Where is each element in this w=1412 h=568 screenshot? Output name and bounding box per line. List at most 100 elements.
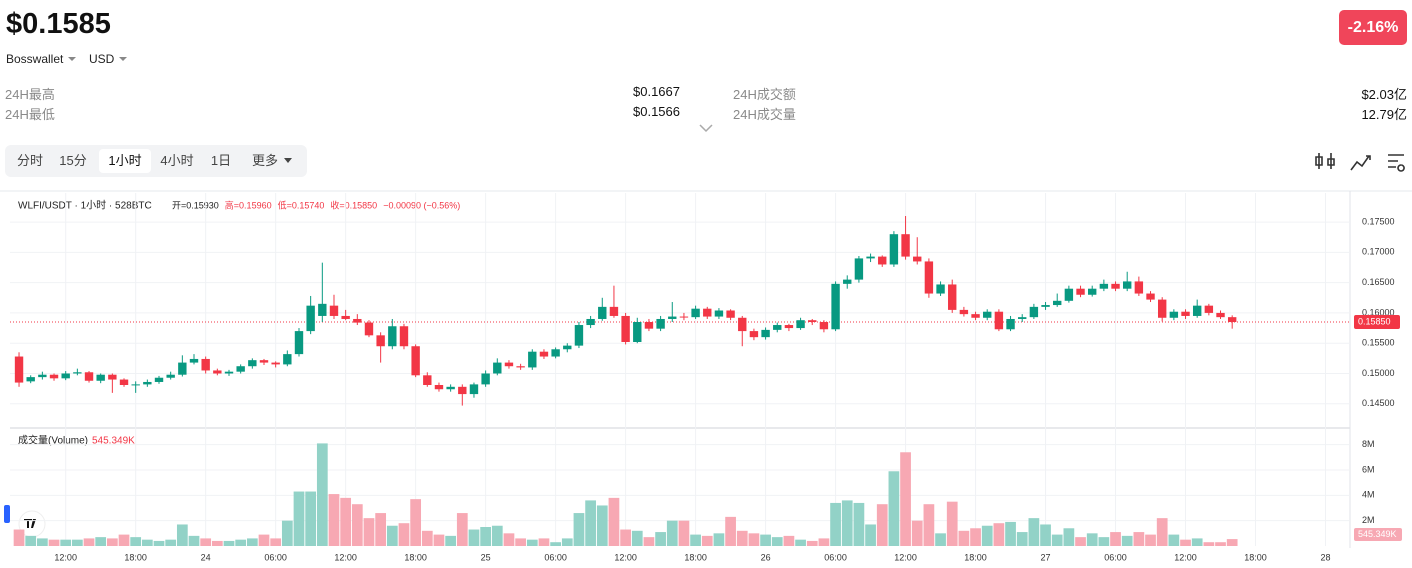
volume-bar	[935, 533, 946, 546]
candle-body	[1041, 305, 1050, 307]
wallet-select[interactable]: Bosswallet	[6, 52, 76, 66]
volume-bar	[573, 513, 585, 546]
x-tick-label: 12:00	[1174, 552, 1197, 562]
candle-body	[201, 358, 210, 371]
volume-bar	[713, 533, 725, 546]
candle-body	[1204, 305, 1214, 313]
tab[interactable]: 1小时	[99, 149, 151, 173]
candle-body	[446, 386, 455, 390]
candle-body	[399, 326, 409, 347]
volume-bar	[176, 524, 188, 546]
volume-bar	[340, 497, 352, 546]
candle-body	[831, 283, 840, 330]
volume-bar	[526, 539, 538, 546]
y-tick-label: 0.17000	[1362, 247, 1395, 257]
volume-bar	[48, 539, 60, 546]
volume-bar	[806, 540, 818, 546]
candle-body	[1146, 293, 1155, 300]
candle-body	[376, 335, 385, 347]
volume-bar	[1121, 535, 1133, 546]
volume-bar	[1098, 537, 1110, 546]
volume-bar	[165, 539, 177, 546]
candle-body	[481, 373, 490, 385]
currency-select[interactable]: USD	[89, 52, 127, 66]
volume-tick-label: 4M	[1362, 490, 1375, 500]
toolbar-icons[interactable]	[1315, 153, 1405, 172]
volume-bar	[503, 533, 515, 546]
candle-body	[131, 384, 140, 386]
volume-bar	[445, 535, 457, 546]
candle-body	[1099, 283, 1109, 289]
x-tick-label: 28	[1320, 552, 1330, 562]
candle-body	[388, 326, 397, 347]
volume-bar	[608, 497, 620, 546]
volume-bar	[923, 504, 935, 546]
stat-value: $0.1566	[633, 104, 680, 119]
candle-body	[1006, 318, 1015, 330]
volume-bar	[1203, 542, 1215, 546]
volume-bar	[281, 520, 293, 546]
x-tick-label: 12:00	[54, 552, 77, 562]
volume-bar	[1005, 521, 1016, 546]
volume-bar	[748, 533, 760, 546]
last-price-box	[1354, 315, 1400, 330]
last-price-label: 0.15850	[1358, 316, 1391, 326]
volume-title: 成交量(Volume)	[18, 434, 88, 447]
volume-bar	[958, 530, 970, 546]
candle-body	[306, 305, 315, 332]
volume-bar	[678, 520, 690, 546]
candle-body	[341, 315, 350, 319]
candle-body	[224, 371, 234, 374]
candle-body	[679, 316, 689, 318]
volume-bar	[1086, 533, 1098, 546]
expand-chevron[interactable]	[699, 124, 713, 133]
side-handle[interactable]	[4, 505, 10, 523]
tab[interactable]: 更多	[245, 149, 299, 173]
y-tick-label: 0.15500	[1362, 338, 1395, 348]
volume-bar	[830, 502, 841, 546]
volume-bar	[760, 534, 771, 546]
candle-body	[1122, 281, 1132, 289]
candle-body	[143, 381, 152, 385]
tab[interactable]: 15分	[59, 153, 87, 168]
tab[interactable]: 分时	[16, 153, 43, 168]
candle-body	[329, 305, 339, 316]
change-badge: -2.16%	[1339, 10, 1407, 45]
ohlc-info: 收=0.15850	[330, 199, 377, 210]
volume-bar	[1168, 534, 1180, 546]
candle-body	[49, 374, 59, 379]
volume-bar	[1028, 518, 1040, 546]
y-tick-label: 0.15000	[1362, 368, 1395, 378]
candle-body	[458, 386, 467, 395]
stat-value: $2.03亿	[1361, 87, 1407, 102]
candle-body	[738, 317, 747, 332]
ohlc-info: 低=0.15740	[278, 199, 325, 210]
volume-bar	[223, 540, 235, 546]
candle-body	[1227, 317, 1237, 323]
candle-body	[318, 303, 327, 316]
volume-bar	[491, 525, 503, 546]
candle-body	[539, 351, 549, 357]
tab[interactable]: 4小时	[160, 153, 194, 168]
candle-body	[178, 362, 187, 375]
volume-bar	[456, 513, 468, 546]
last-volume-box	[1354, 528, 1402, 541]
volume-bar	[853, 502, 865, 546]
volume-bar	[900, 452, 911, 546]
candle-body	[854, 258, 864, 280]
tab[interactable]: 1日	[210, 153, 232, 168]
volume-bar	[550, 542, 561, 546]
y-tick-label: 0.16500	[1362, 277, 1395, 287]
x-tick-label: 06:00	[264, 552, 287, 562]
volume-bar	[270, 538, 282, 546]
candle-body	[901, 234, 910, 257]
candle-body	[96, 374, 105, 381]
volume-bar	[363, 518, 375, 546]
volume-bar	[83, 538, 95, 546]
volume-bar	[305, 491, 317, 546]
volume-bar	[328, 494, 340, 546]
volume-bar	[643, 537, 655, 546]
volume-bar	[970, 528, 981, 546]
volume-value: 545.349K	[92, 436, 135, 447]
